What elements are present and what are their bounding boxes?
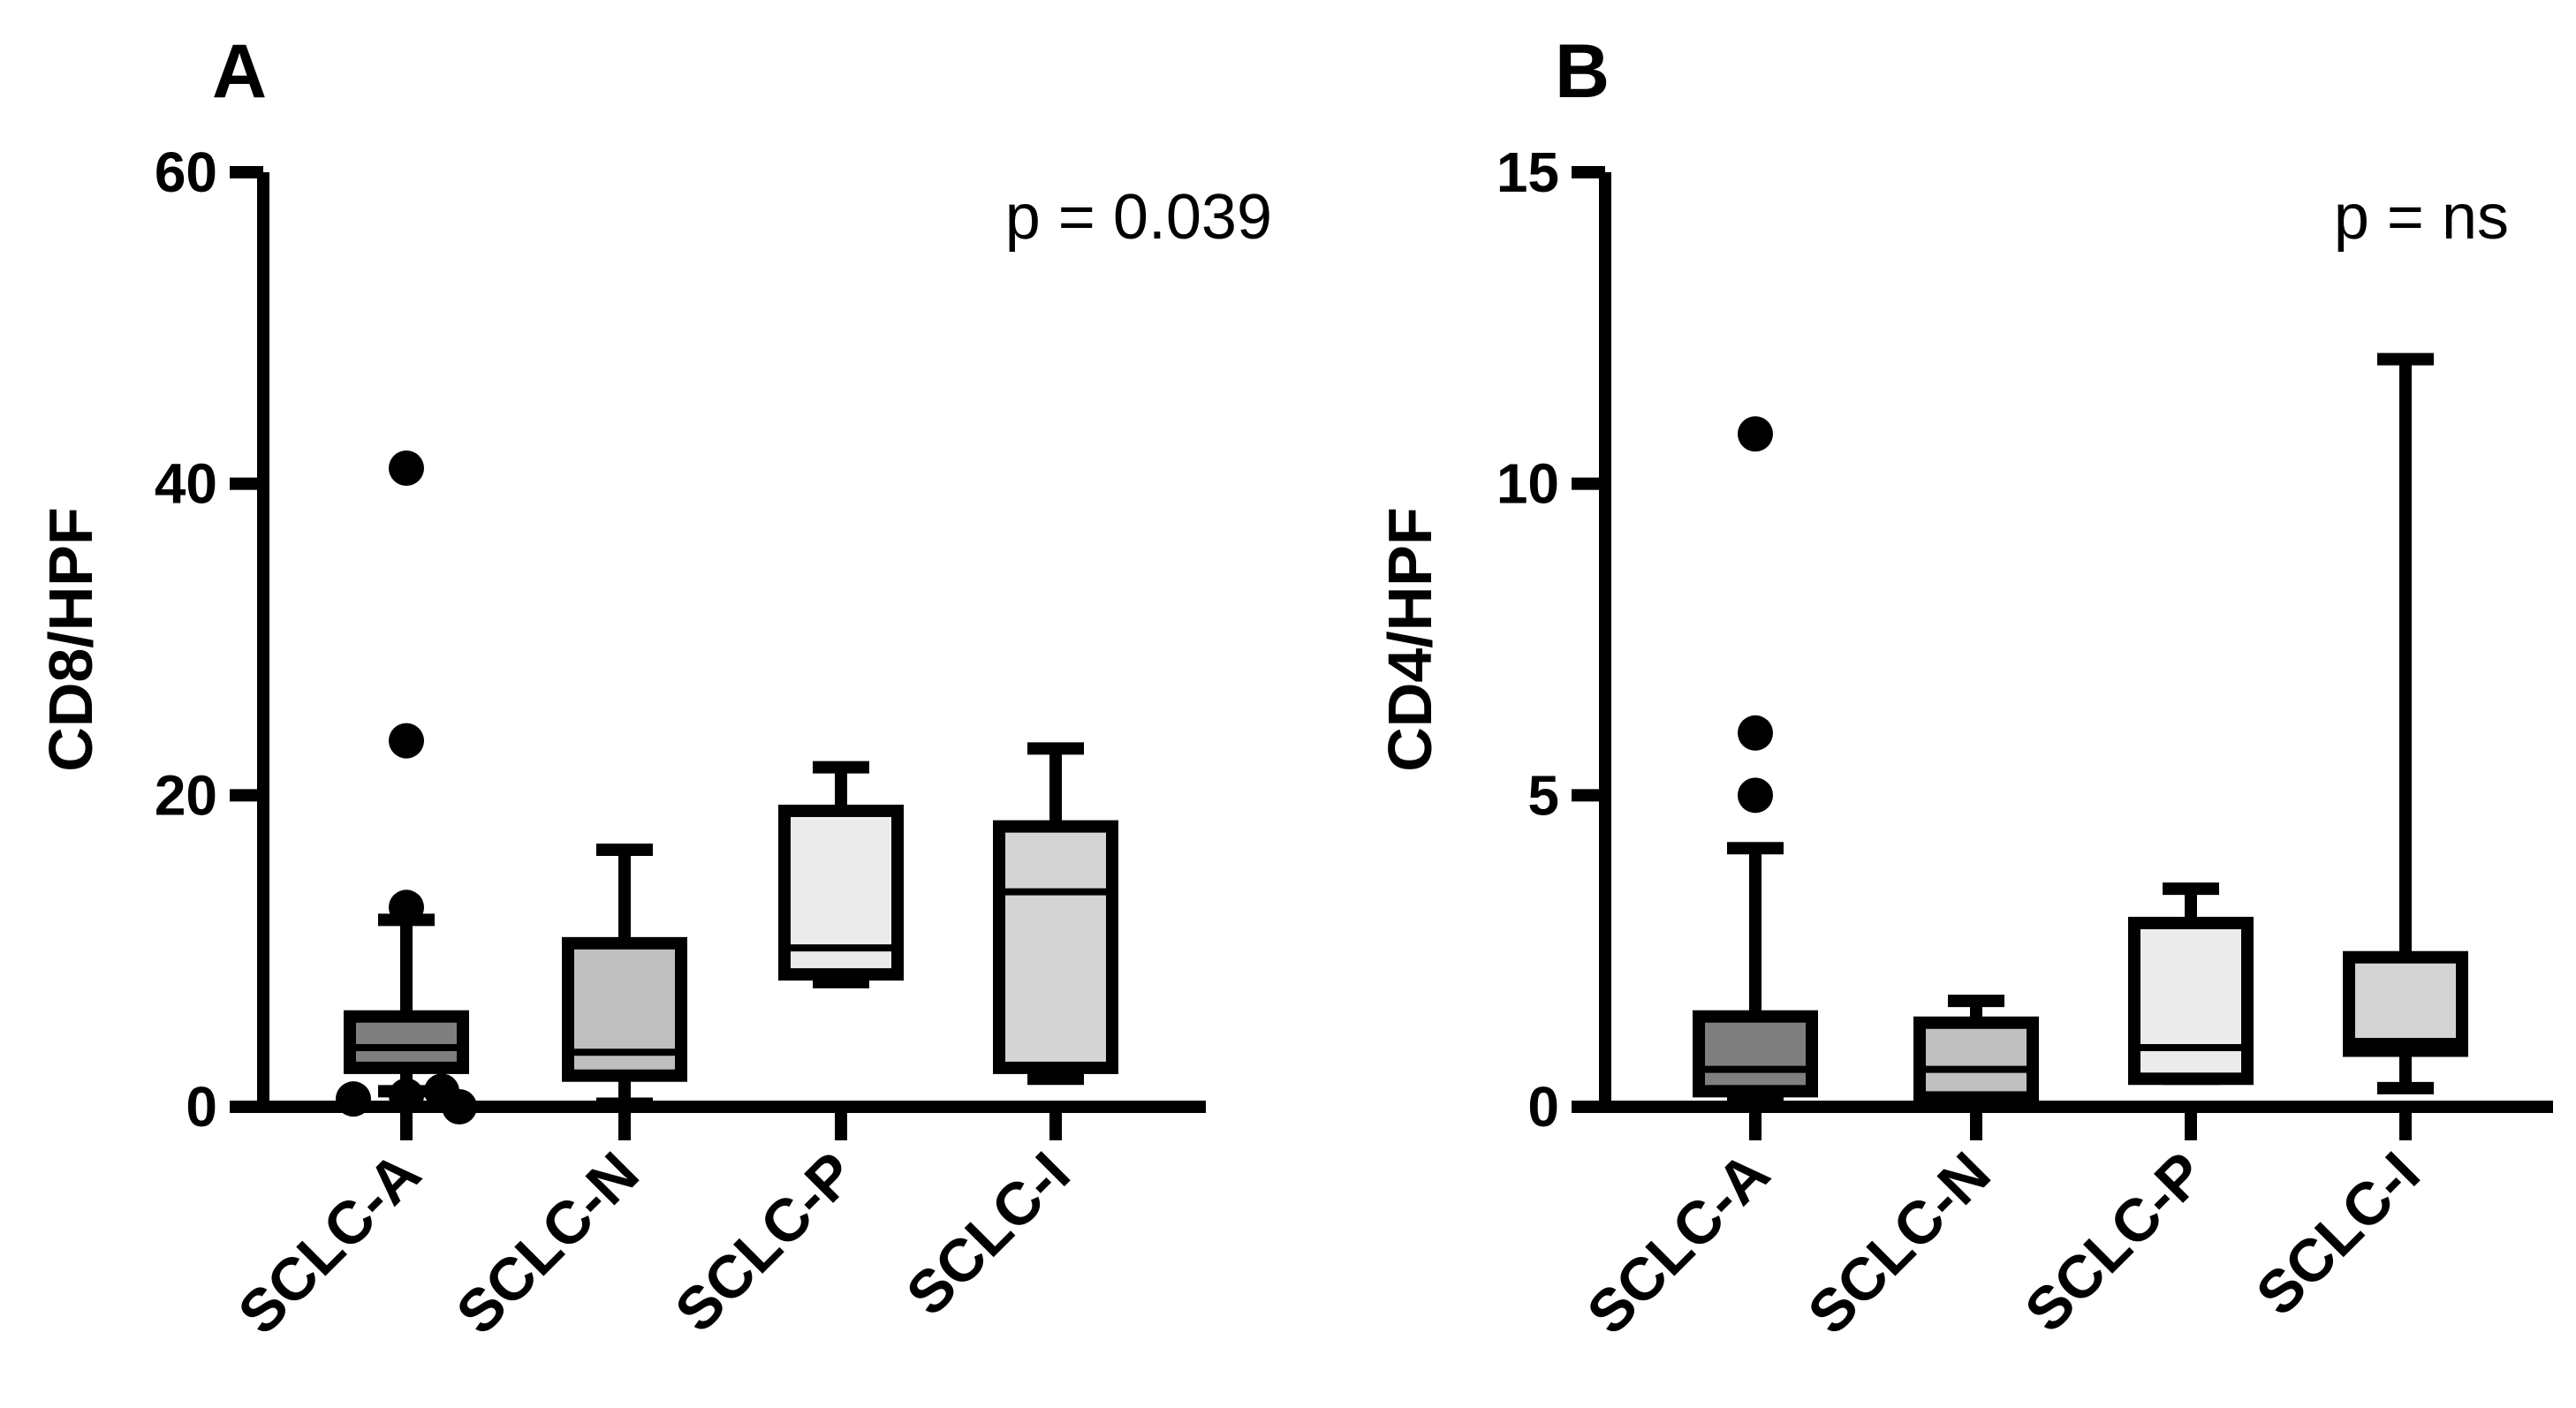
y-tick-label: 5 xyxy=(1527,763,1559,827)
outlier-point xyxy=(389,723,424,759)
box-sclc-n xyxy=(562,844,687,1110)
y-axis-label: CD4/HPF xyxy=(1375,507,1444,771)
panel-letter: B xyxy=(1555,29,1610,114)
p-value-annotation: p = 0.039 xyxy=(1005,182,1272,253)
y-tick-label: 40 xyxy=(155,452,217,516)
outlier-point xyxy=(1738,777,1773,814)
iqr-box xyxy=(993,820,1118,1074)
outlier-point xyxy=(424,1073,459,1109)
x-tick-label: SCLC-I xyxy=(2244,1139,2433,1329)
y-tick-label: 20 xyxy=(155,763,217,827)
outlier-point xyxy=(1738,715,1773,751)
outlier-point xyxy=(389,889,424,926)
outlier-point xyxy=(389,450,424,487)
x-tick-label: SCLC-N xyxy=(443,1139,651,1347)
box-sclc-i xyxy=(993,742,1118,1086)
y-tick-label: 60 xyxy=(155,140,217,204)
box-sclc-a xyxy=(1693,416,1818,1107)
x-tick-label: SCLC-A xyxy=(225,1139,433,1347)
iqr-box xyxy=(1693,1010,1818,1098)
x-tick-label: SCLC-P xyxy=(2012,1139,2218,1345)
panel-b: B CD4/HPF p = ns 0 5 10 15 SCLC-A SCLC-N SCLC-P SC… xyxy=(1375,29,2553,1347)
x-tick-label: SCLC-P xyxy=(663,1139,868,1345)
box-sclc-a xyxy=(336,450,477,1124)
panel-letter: A xyxy=(212,29,267,114)
box-sclc-p xyxy=(2128,882,2254,1086)
iqr-box xyxy=(1913,1016,2039,1104)
y-tick-label: 15 xyxy=(1496,140,1559,204)
iqr-box xyxy=(2343,950,2468,1057)
x-tick-label: SCLC-I xyxy=(894,1139,1083,1329)
outlier-point xyxy=(1738,416,1773,452)
x-tick-label: SCLC-N xyxy=(1795,1139,2003,1347)
y-tick-label: 0 xyxy=(186,1075,217,1139)
iqr-box xyxy=(344,1010,469,1074)
box-sclc-n xyxy=(1913,995,2039,1107)
p-value-annotation: p = ns xyxy=(2334,182,2509,253)
y-tick-label: 0 xyxy=(1527,1075,1559,1139)
box-sclc-p xyxy=(778,761,904,988)
x-tick-label: SCLC-A xyxy=(1574,1139,1782,1347)
y-tick-label: 10 xyxy=(1496,452,1559,516)
y-axis-label: CD8/HPF xyxy=(36,507,105,771)
iqr-box xyxy=(2128,916,2254,1086)
box-sclc-i xyxy=(2343,352,2468,1094)
